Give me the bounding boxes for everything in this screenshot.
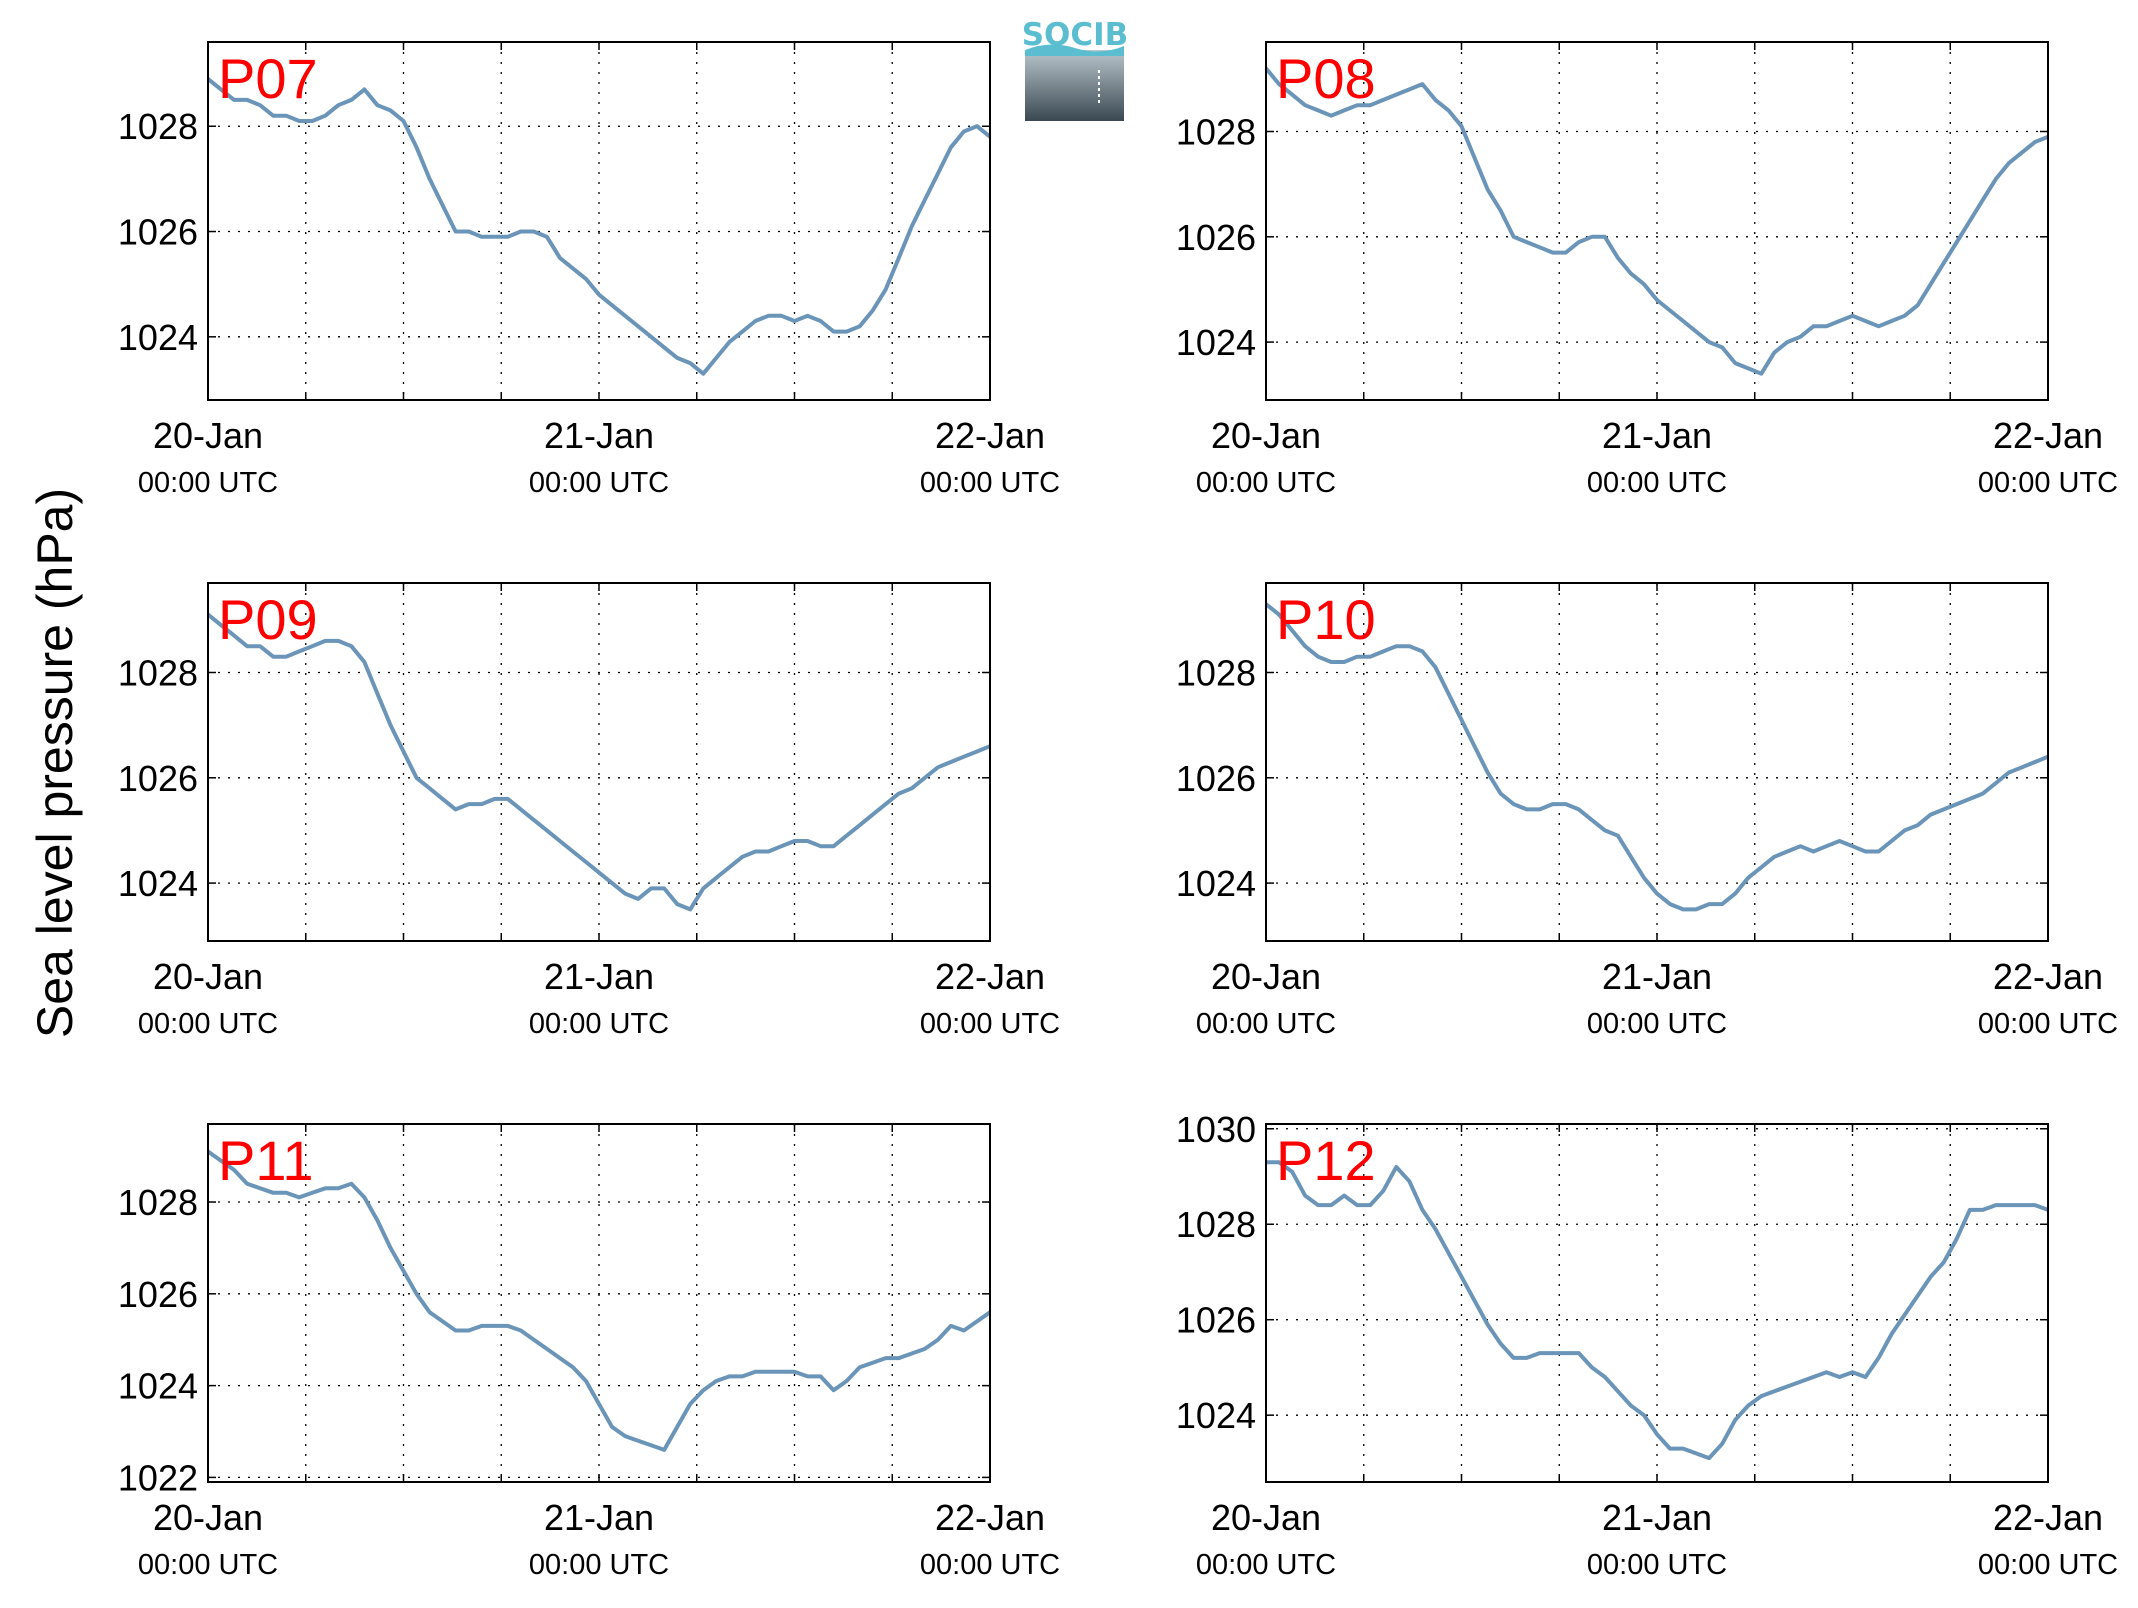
x-tick-label-time: 00:00 UTC	[138, 467, 278, 499]
x-tick-label-time: 00:00 UTC	[1196, 467, 1336, 499]
y-tick-label: 1028	[1176, 112, 1256, 153]
y-tick-label: 1028	[118, 653, 198, 694]
plot-area	[1266, 583, 2048, 941]
panel-label: P09	[218, 588, 318, 651]
x-tick-label-date: 20-Jan	[1211, 415, 1321, 456]
x-tick-label-time: 00:00 UTC	[529, 1008, 669, 1040]
y-tick-label: 1028	[1176, 1204, 1256, 1245]
x-tick-label-time: 00:00 UTC	[1587, 1549, 1727, 1581]
y-tick-label: 1026	[118, 758, 198, 799]
x-tick-label-date: 20-Jan	[153, 956, 263, 997]
x-tick-label-date: 20-Jan	[1211, 1497, 1321, 1538]
x-tick-label-date: 22-Jan	[1993, 956, 2103, 997]
x-tick-label-time: 00:00 UTC	[1978, 1008, 2118, 1040]
y-tick-label: 1028	[118, 1182, 198, 1223]
series-line	[206, 613, 991, 912]
axes-frame	[1265, 1123, 2049, 1483]
y-tick-label: 1026	[1176, 217, 1256, 258]
y-tick-label: 1026	[118, 212, 198, 253]
x-tick-label-time: 00:00 UTC	[920, 467, 1060, 499]
chart-panel-p08: 1024 1026 1028 20-Jan 00:00 UTC 21-Jan 00:00 U…	[1176, 41, 2118, 499]
x-tick-label-date: 20-Jan	[153, 1497, 263, 1538]
series-line	[1266, 1160, 2049, 1461]
chart-panel-p07: 1024 1026 1028 20-Jan 00:00 UTC 21-Jan 00:00 U…	[118, 41, 1060, 499]
x-tick-label-time: 00:00 UTC	[1978, 467, 2118, 499]
x-tick-label-time: 00:00 UTC	[1196, 1008, 1336, 1040]
x-tick-label-date: 20-Jan	[1211, 956, 1321, 997]
y-tick-label: 1022	[118, 1457, 198, 1498]
x-tick-label-time: 00:00 UTC	[1587, 1008, 1727, 1040]
series-line	[206, 77, 992, 376]
x-tick-label-date: 20-Jan	[153, 415, 263, 456]
series-line	[206, 1149, 992, 1452]
x-tick-label-date: 21-Jan	[544, 1497, 654, 1538]
axes-frame	[1265, 41, 2049, 401]
y-tick-label: 1026	[1176, 1300, 1256, 1341]
logo-text: SOCIB	[1022, 17, 1129, 53]
y-tick-label: 1024	[118, 317, 198, 358]
x-tick-label-date: 22-Jan	[935, 1497, 1045, 1538]
chart-panel-p09: 1024 1026 1028 20-Jan 00:00 UTC 21-Jan 00:00 U…	[118, 582, 1060, 1040]
panel-label: P08	[1276, 47, 1376, 110]
y-tick-label: 1024	[1176, 1395, 1256, 1436]
x-tick-label-date: 22-Jan	[1993, 1497, 2103, 1538]
chart-panel-p12: 1024 1026 1028 1030 20-Jan 00:00 UTC 21-Jan 00:…	[1176, 1109, 2118, 1581]
x-tick-label-date: 21-Jan	[544, 415, 654, 456]
chart-panel-p10: 1024 1026 1028 20-Jan 00:00 UTC 21-Jan 00:00 U…	[1176, 582, 2118, 1040]
y-tick-label: 1028	[118, 106, 198, 147]
x-tick-label-date: 22-Jan	[935, 956, 1045, 997]
plot-area	[208, 583, 990, 941]
x-tick-label-time: 00:00 UTC	[529, 1549, 669, 1581]
y-tick-label: 1030	[1176, 1109, 1256, 1150]
panel-label: P07	[218, 47, 318, 110]
x-tick-label-time: 00:00 UTC	[920, 1549, 1060, 1581]
x-tick-label-time: 00:00 UTC	[529, 467, 669, 499]
y-tick-label: 1024	[118, 863, 198, 904]
x-tick-label-date: 21-Jan	[1602, 415, 1712, 456]
x-tick-label-date: 22-Jan	[935, 415, 1045, 456]
plot-area	[1266, 1124, 2048, 1482]
x-tick-label-date: 21-Jan	[1602, 1497, 1712, 1538]
plot-area	[208, 42, 990, 400]
plot-area	[208, 1124, 990, 1482]
axes-frame	[1265, 582, 2049, 942]
x-tick-label-time: 00:00 UTC	[138, 1549, 278, 1581]
x-tick-label-time: 00:00 UTC	[920, 1008, 1060, 1040]
chart-panel-p11: 1022 1024 1026 1028 20-Jan 00:00 UTC 21-Jan 00:…	[118, 1123, 1060, 1581]
x-tick-label-time: 00:00 UTC	[138, 1008, 278, 1040]
y-tick-label: 1024	[1176, 863, 1256, 904]
logo-water-block	[1025, 50, 1124, 121]
plot-area	[1266, 42, 2048, 400]
y-tick-label: 1024	[118, 1366, 198, 1407]
x-tick-label-date: 21-Jan	[544, 956, 654, 997]
logo-wave	[1025, 44, 1124, 56]
x-tick-label-date: 21-Jan	[1602, 956, 1712, 997]
y-tick-label: 1026	[118, 1274, 198, 1315]
panel-label: P10	[1276, 588, 1376, 651]
x-tick-label-time: 00:00 UTC	[1587, 467, 1727, 499]
panel-label: P12	[1276, 1129, 1376, 1192]
series-line	[1264, 602, 2049, 912]
axes-frame	[207, 582, 991, 942]
y-tick-label: 1026	[1176, 758, 1256, 799]
panel-label: P11	[218, 1129, 313, 1192]
x-tick-label-date: 22-Jan	[1993, 415, 2103, 456]
chart-panels: 1024 1026 1028 20-Jan 00:00 UTC 21-Jan 00:00 U…	[118, 41, 2118, 1581]
y-axis-label: Sea level pressure (hPa)	[27, 488, 83, 1038]
axes-frame	[207, 1123, 991, 1483]
x-tick-label-time: 00:00 UTC	[1196, 1549, 1336, 1581]
series-line	[1264, 67, 2049, 376]
y-tick-label: 1028	[1176, 653, 1256, 694]
socib-logo: SOCIB	[1022, 17, 1129, 121]
y-tick-label: 1024	[1176, 322, 1256, 363]
axes-frame	[207, 41, 991, 401]
x-tick-label-time: 00:00 UTC	[1978, 1549, 2118, 1581]
